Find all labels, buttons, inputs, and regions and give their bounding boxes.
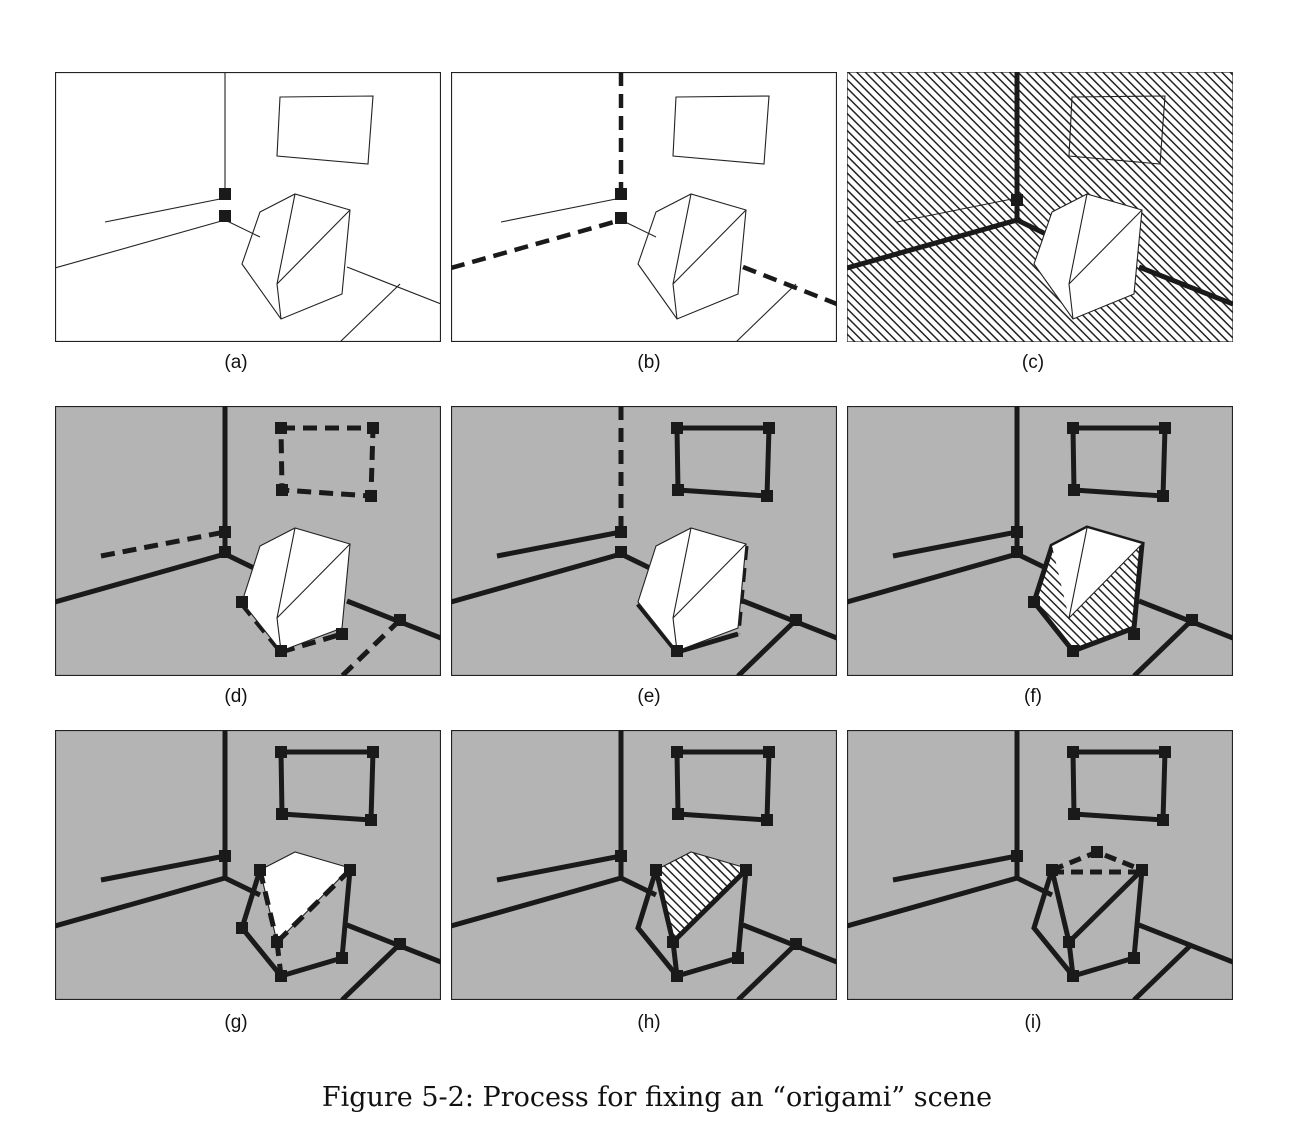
panel-b xyxy=(451,72,837,342)
panel-e-drawing xyxy=(451,406,837,676)
panel-f-label: (f) xyxy=(1024,686,1042,707)
panel-c-label: (c) xyxy=(1021,352,1045,373)
panel-d-label: (d) xyxy=(224,686,248,707)
panel-h-label: (h) xyxy=(637,1012,661,1033)
panel-b-label: (b) xyxy=(637,352,661,373)
panel-g xyxy=(55,730,441,1000)
panel-a-label: (a) xyxy=(224,352,248,373)
panel-f xyxy=(847,406,1233,676)
panel-d-drawing xyxy=(55,406,441,676)
panel-a-drawing xyxy=(55,72,441,342)
panel-i-label: (i) xyxy=(1024,1012,1042,1033)
panel-h xyxy=(451,730,837,1000)
panel-c-drawing xyxy=(847,72,1233,342)
figure-caption: Figure 5-2: Process for fixing an “origa… xyxy=(321,1082,993,1113)
panel-g-label: (g) xyxy=(224,1012,248,1033)
panel-d xyxy=(55,406,441,676)
panel-e-label: (e) xyxy=(637,686,661,707)
panel-e xyxy=(451,406,837,676)
panel-i-drawing xyxy=(847,730,1233,1000)
panel-i xyxy=(847,730,1233,1000)
panel-a xyxy=(55,72,441,342)
panel-f-drawing xyxy=(847,406,1233,676)
panel-b-drawing xyxy=(451,72,837,342)
panel-g-drawing xyxy=(55,730,441,1000)
panel-h-drawing xyxy=(451,730,837,1000)
panel-c xyxy=(847,72,1233,342)
